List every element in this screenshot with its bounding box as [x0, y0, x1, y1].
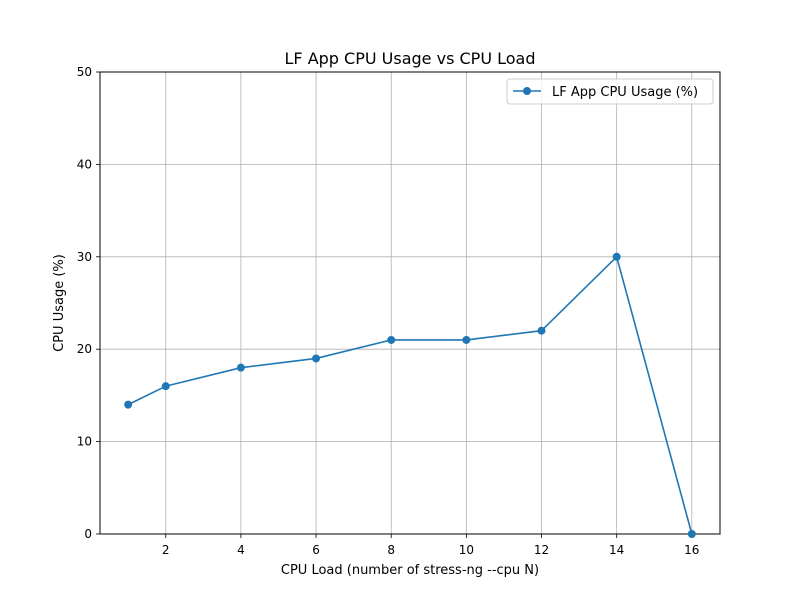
x-tick-label: 6 [312, 543, 320, 557]
legend-marker-swatch [523, 87, 531, 95]
y-tick-label: 0 [84, 527, 92, 541]
data-point-marker [687, 530, 696, 538]
x-tick-label: 14 [609, 543, 624, 557]
data-point-marker [612, 252, 621, 261]
series-layer [124, 252, 696, 538]
data-point-marker [236, 363, 245, 372]
y-tick-label: 10 [77, 435, 92, 449]
chart-title: LF App CPU Usage vs CPU Load [285, 49, 536, 68]
plot-area-frame [99, 71, 721, 535]
legend: LF App CPU Usage (%) [506, 78, 714, 105]
axis-ticks: 2 4 6 8 10 12 14 16 0 10 20 30 40 50 [77, 65, 700, 557]
data-point-marker [312, 354, 321, 363]
legend-label: LF App CPU Usage (%) [552, 85, 698, 100]
data-point-marker [161, 382, 170, 391]
x-tick-label: 12 [534, 543, 549, 557]
legend-box [506, 78, 714, 105]
y-tick-label: 50 [77, 65, 92, 79]
x-tick-label: 8 [387, 543, 395, 557]
y-tick-label: 20 [77, 342, 92, 356]
data-point-marker [462, 335, 471, 344]
x-tick-label: 16 [684, 543, 699, 557]
x-tick-label: 10 [459, 543, 474, 557]
data-point-marker [387, 335, 396, 344]
data-point-marker [124, 400, 133, 409]
y-tick-label: 30 [77, 250, 92, 264]
x-tick-label: 4 [237, 543, 245, 557]
data-point-marker [537, 326, 546, 335]
y-tick-label: 40 [77, 157, 92, 171]
y-axis-label: CPU Usage (%) [52, 254, 67, 352]
x-axis-label: CPU Load (number of stress-ng --cpu N) [281, 563, 539, 578]
x-tick-label: 2 [162, 543, 170, 557]
